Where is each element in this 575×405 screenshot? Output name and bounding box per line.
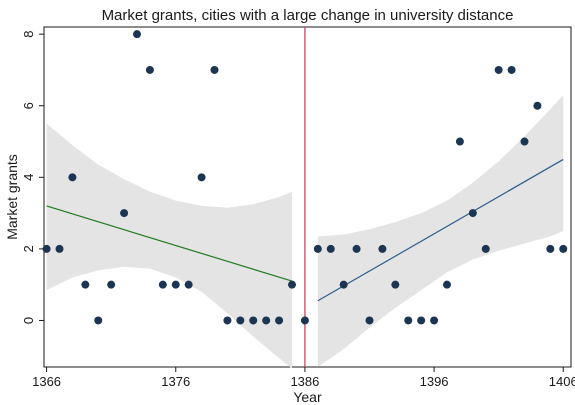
x-tick-label: 1366 — [32, 374, 61, 389]
data-point — [339, 280, 348, 289]
chart-title: Market grants, cities with a large chang… — [102, 7, 514, 24]
data-point — [365, 316, 374, 325]
data-point — [68, 173, 77, 182]
ci-band-2 — [317, 95, 564, 367]
data-point — [262, 316, 271, 325]
data-point — [275, 316, 284, 325]
data-point — [378, 244, 387, 253]
x-tick-label: 1376 — [161, 374, 190, 389]
data-point — [481, 244, 490, 253]
data-point — [546, 244, 555, 253]
fit-line-2 — [317, 158, 564, 302]
data-point — [559, 244, 568, 253]
data-point — [158, 280, 167, 289]
y-axis-title: Market grants — [4, 154, 20, 240]
data-point — [210, 65, 219, 74]
data-point — [120, 209, 129, 218]
data-point — [468, 209, 477, 218]
data-point — [417, 316, 426, 325]
data-point — [404, 316, 413, 325]
data-points — [42, 30, 568, 325]
data-point — [507, 65, 516, 74]
x-axis-title: Year — [293, 389, 322, 405]
x-tick-label: 1396 — [420, 374, 449, 389]
data-point — [133, 30, 141, 39]
data-point — [197, 173, 206, 182]
data-point — [171, 280, 180, 289]
x-tick-label: 1406 — [549, 374, 575, 389]
fit-lines — [46, 158, 564, 302]
ci-band-1 — [46, 123, 292, 369]
data-point — [326, 244, 335, 253]
data-point — [443, 280, 451, 289]
y-tick-label: 8 — [21, 31, 36, 38]
y-tick-label: 4 — [21, 174, 36, 181]
data-point — [55, 244, 64, 253]
data-point — [391, 280, 400, 289]
data-point — [455, 137, 464, 146]
data-point — [94, 316, 103, 325]
data-point — [352, 244, 361, 253]
data-point — [430, 316, 439, 325]
y-tick-label: 0 — [21, 317, 36, 324]
data-point — [494, 65, 503, 74]
data-point — [42, 244, 51, 253]
data-point — [249, 316, 258, 325]
data-point — [533, 101, 542, 110]
data-point — [288, 280, 296, 289]
data-point — [145, 65, 154, 74]
y-tick-label: 6 — [21, 102, 36, 109]
data-point — [223, 316, 232, 325]
x-tick-label: 1386 — [290, 374, 319, 389]
data-point — [81, 280, 90, 289]
data-point — [300, 316, 309, 325]
x-axis-ticks: 1366 1376 1386 1396 1406 — [32, 367, 575, 389]
y-axis-ticks: 0 2 4 6 8 — [21, 31, 44, 324]
plot-frame — [43, 26, 572, 368]
confidence-bands — [46, 95, 564, 369]
fit-line-1 — [46, 205, 293, 282]
data-point — [313, 244, 322, 253]
data-point — [520, 137, 529, 146]
data-point — [236, 316, 245, 325]
data-point — [184, 280, 193, 289]
y-tick-label: 2 — [21, 245, 36, 252]
data-point — [107, 280, 116, 289]
